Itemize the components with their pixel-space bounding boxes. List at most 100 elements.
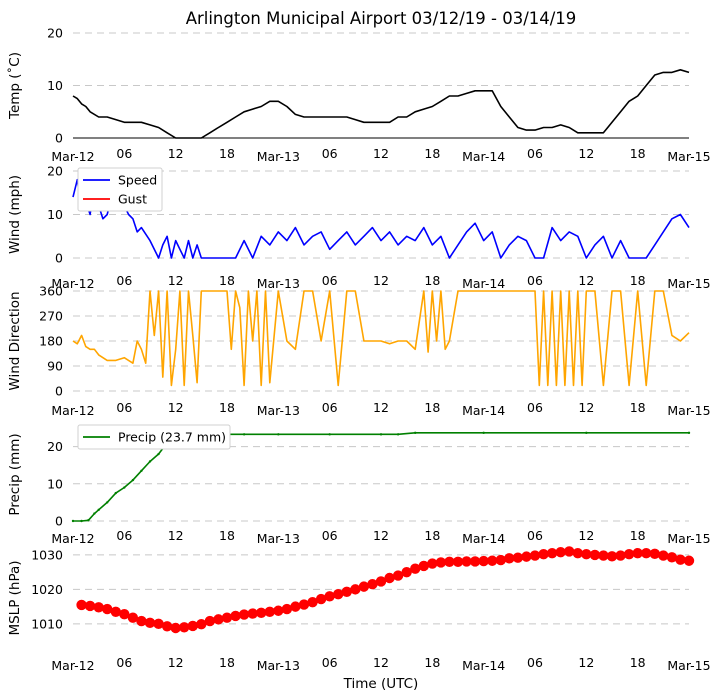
data-point bbox=[179, 622, 190, 633]
data-point bbox=[213, 614, 224, 625]
data-point bbox=[350, 584, 361, 595]
data-point bbox=[273, 605, 284, 616]
x-tick-label: 12 bbox=[578, 273, 594, 288]
data-point bbox=[341, 586, 352, 597]
x-tick-label: 18 bbox=[424, 146, 440, 161]
data-point bbox=[333, 589, 344, 600]
y-tick-label: 20 bbox=[47, 439, 63, 454]
x-tick-label: Mar-15 bbox=[667, 403, 710, 418]
data-point bbox=[589, 549, 601, 561]
y-axis-label: Precip (mm) bbox=[7, 433, 23, 515]
data-point bbox=[123, 486, 126, 489]
x-tick-label: 18 bbox=[424, 400, 440, 415]
data-point bbox=[606, 551, 618, 562]
x-tick-label: Mar-13 bbox=[257, 531, 300, 546]
data-point bbox=[247, 608, 258, 619]
data-point bbox=[572, 547, 583, 559]
x-tick-label: 18 bbox=[630, 273, 646, 288]
x-tick-label: 18 bbox=[424, 655, 440, 670]
panel-2: 0 10 20 Mar-12 06 12 18 Mar-13 06 12 18 Mar-14 06 12 1… bbox=[7, 164, 711, 292]
data-point bbox=[384, 572, 395, 584]
series-line-speed bbox=[72, 178, 690, 259]
data-point bbox=[487, 555, 498, 566]
data-point bbox=[641, 547, 652, 559]
y-axis-label: MSLP (hPa) bbox=[7, 560, 23, 635]
x-tick-label: Mar-13 bbox=[257, 403, 300, 418]
y-tick-label: 180 bbox=[39, 334, 63, 349]
x-tick-label: 18 bbox=[219, 273, 235, 288]
data-point bbox=[93, 602, 104, 613]
y-tick-label: 20 bbox=[47, 26, 63, 41]
x-tick-label: Mar-12 bbox=[51, 276, 94, 291]
x-tick-label: 18 bbox=[219, 655, 235, 670]
x-tick-label: 12 bbox=[373, 146, 389, 161]
y-tick-label: 1030 bbox=[31, 547, 63, 562]
x-tick-label: Mar-15 bbox=[667, 531, 710, 546]
data-point bbox=[80, 519, 83, 523]
data-point bbox=[238, 609, 250, 620]
data-point bbox=[396, 433, 400, 436]
data-point bbox=[375, 576, 387, 587]
data-point bbox=[153, 618, 164, 630]
legend-label: Speed bbox=[118, 173, 157, 188]
x-tick-label: Mar-13 bbox=[257, 276, 300, 291]
data-point bbox=[367, 579, 378, 590]
data-point bbox=[358, 581, 370, 592]
data-point bbox=[564, 546, 575, 557]
data-point bbox=[581, 549, 592, 560]
x-tick-label: 06 bbox=[322, 273, 338, 288]
data-point bbox=[683, 555, 695, 566]
data-point bbox=[256, 607, 267, 619]
data-point bbox=[649, 548, 660, 560]
x-tick-label: Mar-12 bbox=[51, 149, 94, 164]
data-point bbox=[298, 599, 310, 610]
y-tick-label: 20 bbox=[47, 164, 63, 179]
data-point bbox=[290, 601, 301, 612]
data-point bbox=[495, 554, 506, 566]
data-point bbox=[71, 519, 75, 523]
legend-box bbox=[77, 167, 163, 212]
y-tick-label: 0 bbox=[55, 251, 63, 266]
x-tick-label: 18 bbox=[219, 400, 235, 415]
x-tick-label: 06 bbox=[116, 528, 132, 543]
x-tick-label: 06 bbox=[527, 273, 543, 288]
data-point bbox=[401, 566, 412, 578]
x-tick-label: Mar-15 bbox=[667, 149, 710, 164]
data-point bbox=[221, 612, 233, 623]
data-point bbox=[427, 558, 438, 569]
x-tick-label: 12 bbox=[168, 655, 184, 670]
data-point bbox=[435, 557, 447, 568]
x-tick-label: Mar-15 bbox=[667, 658, 710, 673]
x-tick-label: 18 bbox=[424, 528, 440, 543]
x-tick-label: 06 bbox=[322, 655, 338, 670]
data-point bbox=[444, 556, 455, 567]
y-tick-label: 90 bbox=[47, 359, 63, 374]
y-axis-label: Wind Direction bbox=[7, 291, 23, 390]
legend-label: Precip (23.7 mm) bbox=[118, 430, 226, 445]
x-tick-label: 12 bbox=[578, 146, 594, 161]
x-tick-label: 18 bbox=[630, 400, 646, 415]
data-point bbox=[119, 609, 130, 620]
x-tick-label: Mar-14 bbox=[462, 531, 505, 546]
x-tick-label: Mar-14 bbox=[462, 276, 505, 291]
y-tick-label: 1010 bbox=[31, 616, 63, 631]
data-point bbox=[93, 512, 96, 515]
data-point bbox=[675, 554, 686, 565]
data-point bbox=[127, 612, 139, 623]
x-tick-label: 12 bbox=[168, 400, 184, 415]
x-axis-label: Time (UTC) bbox=[343, 676, 419, 692]
panel-4: 0 10 20 Mar-12 06 12 18 Mar-13 06 12 18 Mar-14 06 12 1… bbox=[7, 424, 711, 546]
data-point bbox=[204, 615, 216, 627]
data-point bbox=[144, 617, 156, 629]
x-tick-label: Mar-14 bbox=[462, 403, 505, 418]
data-point bbox=[106, 501, 109, 504]
chart-title: Arlington Municipal Airport 03/12/19 - 0… bbox=[186, 9, 577, 28]
x-tick-label: 06 bbox=[322, 146, 338, 161]
data-point bbox=[529, 550, 541, 561]
x-tick-label: 06 bbox=[322, 400, 338, 415]
data-point bbox=[315, 593, 327, 605]
data-point bbox=[538, 549, 549, 560]
data-point bbox=[324, 591, 335, 602]
